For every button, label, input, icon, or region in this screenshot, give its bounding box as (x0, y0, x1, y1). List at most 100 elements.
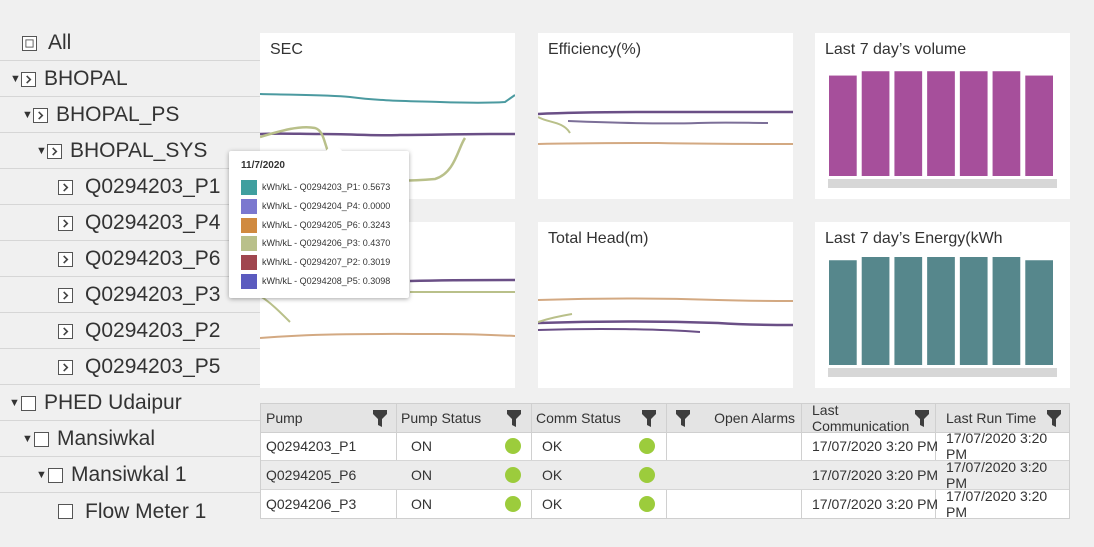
filter-icon[interactable] (1047, 410, 1061, 427)
table-row[interactable]: Q0294206_P3 ON OK 17/07/2020 3:20 PM 17/… (261, 488, 1069, 520)
bar[interactable] (959, 71, 988, 176)
table-row[interactable]: Q0294205_P6 ON OK 17/07/2020 3:20 PM 17/… (261, 459, 1069, 491)
tree-item-phed-udaipur[interactable]: ▼ PHED Udaipur (0, 386, 260, 421)
column-header-comm-status[interactable]: Comm Status (531, 404, 666, 432)
chevron-right-icon[interactable] (58, 323, 73, 339)
bar[interactable] (927, 257, 955, 365)
cell-comm-status: OK (542, 467, 563, 483)
filter-icon[interactable] (676, 410, 690, 427)
tooltip-row-text: kWh/kL - Q0294206_P3: 0.4370 (262, 238, 391, 248)
status-indicator (639, 467, 655, 483)
series-line (409, 278, 515, 283)
expand-arrow-icon[interactable]: ▼ (36, 145, 47, 157)
tree-item-mansiwkal-1[interactable]: ▼ Mansiwkal 1 (0, 458, 260, 493)
series-line (538, 327, 701, 333)
grid-header (261, 404, 1069, 433)
cell-pump-status: ON (411, 438, 432, 454)
checkbox-icon[interactable] (22, 35, 37, 51)
filter-icon[interactable] (642, 410, 656, 427)
chevron-right-icon[interactable] (47, 143, 62, 159)
chevron-right-icon[interactable] (58, 287, 73, 303)
chevron-right-icon[interactable] (58, 251, 73, 267)
tree-item-label: Q0294203_P1 (85, 175, 221, 198)
chevron-right-icon[interactable] (58, 179, 73, 195)
tooltip-row-text: kWh/kL - Q0294207_P2: 0.3019 (262, 257, 391, 267)
expand-arrow-icon[interactable]: ▼ (9, 397, 20, 409)
chevron-right-icon[interactable] (58, 359, 73, 375)
tree-item-bhopal[interactable]: ▼ BHOPAL (0, 62, 260, 97)
filter-icon[interactable] (373, 410, 387, 427)
chevron-right-icon[interactable] (58, 215, 73, 231)
series-line (567, 120, 769, 125)
x-axis-scrollbar[interactable] (828, 179, 1057, 188)
tree-item-pump[interactable]: Q0294203_P4 (0, 206, 260, 241)
bar[interactable] (927, 71, 955, 176)
checkbox-icon[interactable] (21, 395, 36, 411)
tree-item-label: Flow Meter 1 (85, 499, 207, 523)
bar[interactable] (959, 257, 988, 365)
series-line (260, 332, 515, 339)
column-header-pump[interactable]: Pump (261, 404, 396, 432)
tree-item-pump[interactable]: Q0294203_P3 (0, 278, 260, 313)
chevron-right-icon[interactable] (33, 107, 48, 123)
bar[interactable] (829, 75, 857, 176)
tree-item-pump[interactable]: Q0294203_P5 (0, 350, 260, 385)
series-line (260, 93, 515, 104)
expand-arrow-icon[interactable]: ▼ (36, 469, 47, 481)
checkbox-icon[interactable] (48, 467, 63, 483)
expand-arrow-icon[interactable]: ▼ (10, 73, 21, 85)
tree-item-label: Q0294203_P3 (85, 283, 221, 306)
column-header-last-communication[interactable]: Last Communication (801, 402, 935, 434)
legend-swatch (241, 217, 257, 233)
checkbox-icon[interactable] (34, 431, 49, 447)
volume-chart-panel: Last 7 day’s volume (815, 33, 1070, 199)
tree-item-pump[interactable]: Q0294203_P2 (0, 314, 260, 349)
bar[interactable] (894, 71, 923, 176)
column-header-open-alarms[interactable]: Open Alarms (666, 404, 801, 432)
bar[interactable] (992, 71, 1021, 176)
tooltip-row-text: kWh/kL - Q0294208_P5: 0.3098 (262, 276, 391, 286)
filter-icon[interactable] (915, 410, 929, 427)
x-axis-scrollbar[interactable] (828, 368, 1057, 377)
bar[interactable] (861, 71, 890, 176)
series-line (260, 295, 291, 323)
cell-pump: Q0294203_P1 (266, 438, 357, 454)
tooltip-caret (325, 142, 343, 152)
expand-arrow-icon[interactable]: ▼ (22, 109, 33, 121)
tree-item-bhopal-ps[interactable]: ▼ BHOPAL_PS (0, 98, 260, 133)
tree-item-label: All (48, 31, 72, 54)
series-line (260, 132, 515, 137)
bar[interactable] (861, 257, 890, 365)
bar[interactable] (992, 257, 1021, 365)
cell-pump-status: ON (411, 467, 432, 483)
tree-item-pump[interactable]: Q0294203_P1 (0, 170, 260, 205)
filter-icon[interactable] (507, 410, 521, 427)
tree-item-label: PHED Udaipur (44, 391, 182, 414)
tree-item-label: Q0294203_P6 (85, 247, 221, 270)
column-header-last-run-time[interactable]: Last Run Time (935, 404, 1069, 432)
status-indicator (505, 496, 521, 512)
energy-bar-chart (828, 257, 1057, 377)
tree-item-label: Mansiwkal (57, 427, 156, 450)
tree-item-pump[interactable]: Q0294203_P6 (0, 242, 260, 277)
chevron-right-icon[interactable] (21, 71, 36, 87)
bar[interactable] (894, 257, 923, 365)
checkbox-icon[interactable] (58, 504, 73, 519)
bar[interactable] (1025, 75, 1053, 176)
tree-item-label: BHOPAL_PS (56, 103, 180, 126)
tree-item-bhopal-sys[interactable]: ▼ BHOPAL_SYS (0, 134, 260, 169)
cell-last-communication: 17/07/2020 3:20 PM (812, 467, 939, 483)
bar[interactable] (829, 260, 857, 365)
table-row[interactable]: Q0294203_P1 ON OK 17/07/2020 3:20 PM 17/… (261, 430, 1069, 462)
expand-arrow-icon[interactable]: ▼ (22, 433, 33, 445)
tree-item-label: Q0294203_P4 (85, 211, 221, 234)
tree-item-mansiwkal[interactable]: ▼ Mansiwkal (0, 422, 260, 457)
total-head-chart-panel: Total Head(m) (538, 222, 793, 388)
bar[interactable] (1025, 260, 1053, 365)
column-header-pump-status[interactable]: Pump Status (396, 404, 531, 432)
series-line (538, 116, 571, 134)
tree-item-flow-meter-1[interactable]: Flow Meter 1 (0, 494, 260, 529)
cell-last-run-time: 17/07/2020 3:20 PM (946, 459, 1048, 491)
efficiency-chart-panel: Efficiency(%) (538, 33, 793, 199)
tree-item-all[interactable]: All (0, 26, 260, 61)
